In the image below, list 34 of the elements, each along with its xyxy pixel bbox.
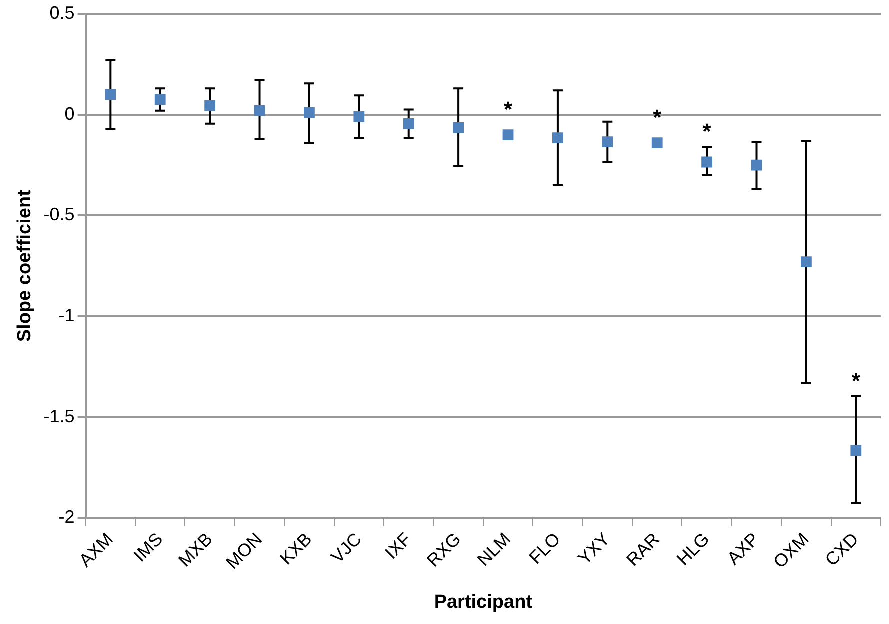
point <box>154 94 166 106</box>
point <box>751 160 762 171</box>
y-tick-label: -1 <box>58 306 75 326</box>
data-label: * <box>504 97 513 122</box>
point <box>204 100 216 112</box>
y-tick-label: -0.5 <box>44 204 75 225</box>
y-tick-label: -2 <box>58 507 75 528</box>
x-tick-label: FLO <box>525 529 564 568</box>
y-tick-label: -1.5 <box>44 406 75 426</box>
point <box>552 132 564 144</box>
point <box>304 107 315 118</box>
x-axis-title: Participant <box>434 592 534 613</box>
point <box>702 156 713 168</box>
data-label: * <box>702 119 712 144</box>
x-tick-label: IXF <box>381 529 416 564</box>
point <box>850 445 862 456</box>
point <box>354 111 365 122</box>
point <box>801 256 812 268</box>
x-tick-label: IMS <box>130 529 167 566</box>
y-tick-label: 0 <box>64 104 75 124</box>
x-tick-label: YXY <box>574 529 614 569</box>
point <box>254 105 266 116</box>
data-label: * <box>653 105 662 130</box>
y-tick-label: 0.5 <box>50 2 75 23</box>
point <box>502 130 514 140</box>
x-tick-label: VJC <box>327 529 366 568</box>
point <box>403 118 414 130</box>
point <box>105 89 116 100</box>
point <box>652 138 663 149</box>
point <box>453 122 464 134</box>
x-tick-label: CXD <box>821 529 862 570</box>
data-label: * <box>852 368 861 394</box>
y-axis-title: Slope coefficient <box>14 189 36 342</box>
point <box>602 136 614 148</box>
